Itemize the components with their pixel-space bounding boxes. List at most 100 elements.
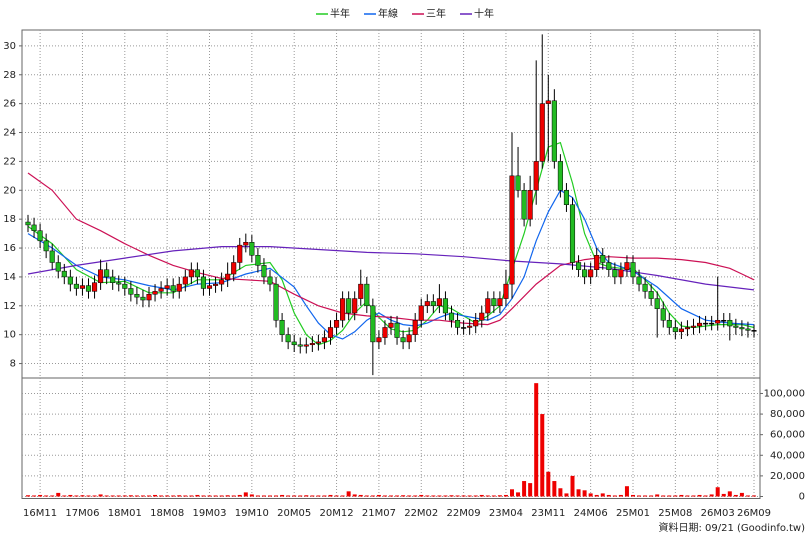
candle-body	[194, 269, 200, 278]
volume-bar	[467, 495, 472, 497]
volume-bar	[50, 495, 55, 497]
volume-bar	[122, 495, 127, 497]
volume-bar	[437, 495, 442, 497]
y-tick-label: 28	[3, 70, 16, 81]
candle-body	[533, 161, 539, 191]
candle-body	[176, 283, 182, 292]
volume-bar	[624, 486, 629, 497]
x-tick-label: 19M10	[235, 508, 269, 519]
candle-body	[67, 276, 73, 285]
volume-bar	[298, 495, 303, 497]
candle-body	[539, 103, 545, 162]
volume-bar	[497, 495, 502, 497]
y-tick-label: 16	[3, 243, 16, 254]
candle-body	[594, 255, 600, 270]
candle-body	[85, 285, 92, 292]
candle-body	[206, 285, 213, 289]
volume-bar	[207, 495, 212, 497]
x-tick-label: 20M05	[277, 508, 311, 519]
candle-body	[31, 224, 37, 231]
volume-bar	[522, 481, 527, 497]
candle-body	[219, 279, 225, 285]
candle-body	[152, 291, 158, 295]
volume-bar	[128, 495, 133, 497]
candle-body	[624, 262, 630, 270]
candle-body	[243, 242, 249, 246]
volume-bar	[655, 494, 660, 497]
volume-bar	[32, 495, 37, 497]
candle-body	[249, 242, 255, 256]
candle-body	[309, 343, 315, 346]
x-tick-label: 18M08	[150, 508, 184, 519]
candle-body	[98, 269, 104, 283]
candle-body	[92, 282, 98, 292]
candle-body	[521, 190, 527, 220]
candle-body	[582, 269, 588, 278]
x-tick-label: 21M07	[362, 508, 396, 519]
volume-bar	[74, 495, 79, 497]
volume-bar	[479, 494, 484, 497]
volume-bar	[401, 495, 406, 497]
candle-body	[418, 305, 424, 321]
candle-body	[654, 298, 660, 309]
x-tick-label: 23M11	[531, 508, 565, 519]
y-tick-label: 26	[3, 99, 16, 110]
volume-bar	[564, 493, 569, 497]
volume-bar	[618, 494, 623, 497]
candle-body	[491, 298, 497, 307]
volume-bar	[727, 491, 732, 497]
candle-body	[461, 327, 467, 329]
volume-bar	[183, 495, 188, 497]
x-tick-label: 23M04	[489, 508, 523, 519]
candle-body	[551, 100, 557, 162]
candle-body	[467, 325, 473, 328]
candle-body	[672, 327, 678, 333]
x-tick-label: 20M12	[320, 508, 354, 519]
candle-body	[503, 283, 509, 299]
volume-bar	[189, 495, 194, 497]
candle-body	[751, 330, 757, 332]
x-tick-label: 25M01	[616, 508, 650, 519]
volume-bar	[721, 493, 726, 497]
candle-body	[61, 270, 67, 278]
candle-body	[412, 319, 418, 335]
candle-body	[382, 327, 388, 338]
volume-bar	[516, 492, 521, 497]
volume-bar	[328, 494, 333, 497]
candle-body	[352, 298, 358, 314]
candle-body	[721, 319, 727, 322]
y-tick-label: 10	[3, 330, 16, 341]
candle-body	[340, 298, 346, 321]
candle-body	[442, 298, 448, 314]
volume-bar	[503, 494, 508, 497]
candle-body	[200, 276, 206, 289]
candle-body	[648, 291, 654, 299]
volume-bar	[243, 492, 248, 497]
candle-body	[267, 276, 273, 285]
candle-body	[709, 322, 715, 325]
candle-body	[273, 283, 279, 321]
candle-body	[261, 265, 267, 278]
candle-body	[225, 273, 231, 281]
candle-body	[358, 283, 364, 299]
candle-body	[188, 269, 194, 278]
candle-body	[660, 308, 666, 321]
candle-body	[327, 327, 334, 338]
volume-bar	[534, 383, 539, 497]
volume-bar	[195, 494, 200, 497]
x-tick-label: 19M03	[192, 508, 226, 519]
candle-body	[455, 319, 461, 328]
y-tick-label: 24	[3, 128, 16, 139]
volume-bar	[292, 495, 297, 497]
volume-bar	[171, 495, 176, 497]
volume-bar	[255, 495, 260, 497]
candle-body	[291, 341, 297, 346]
volume-bar	[358, 494, 363, 497]
candle-body	[394, 322, 400, 338]
volume-bar	[382, 495, 387, 497]
volume-bar	[231, 495, 236, 497]
volume-bar	[449, 495, 454, 497]
volume-bar	[491, 495, 496, 497]
x-tick-label: 26M03	[701, 508, 735, 519]
